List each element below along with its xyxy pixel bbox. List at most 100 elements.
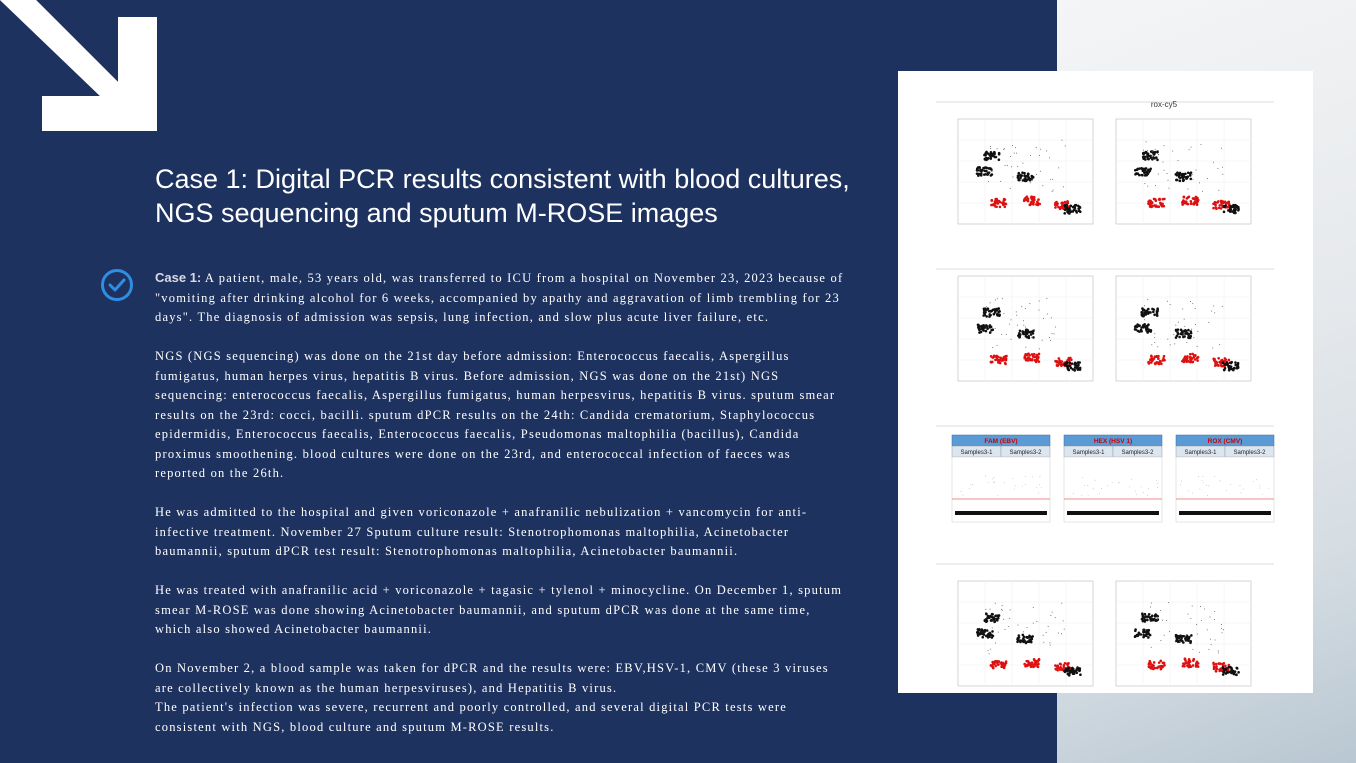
droplet	[1156, 361, 1160, 365]
droplet	[1028, 639, 1031, 643]
negative-band	[955, 511, 1047, 515]
droplet	[1046, 297, 1048, 299]
droplet	[1195, 169, 1197, 171]
droplet	[1023, 662, 1026, 666]
droplet	[1067, 207, 1071, 211]
droplet	[1196, 355, 1200, 359]
droplet	[1025, 484, 1027, 486]
droplet	[1194, 665, 1198, 668]
droplet	[1076, 361, 1080, 364]
droplet	[984, 329, 988, 333]
droplet	[1243, 488, 1245, 490]
droplet	[1158, 361, 1162, 365]
droplet	[981, 632, 984, 636]
droplet	[1154, 619, 1158, 622]
droplet	[1030, 358, 1034, 362]
slide-title: Case 1: Digital PCR results consistent w…	[155, 164, 850, 228]
droplet	[993, 155, 996, 159]
droplet	[984, 620, 988, 624]
droplet	[1024, 174, 1027, 178]
droplet	[982, 166, 985, 170]
droplet	[976, 168, 980, 172]
droplet	[1035, 147, 1037, 149]
droplet	[1184, 661, 1188, 665]
droplet	[988, 653, 990, 655]
droplet	[1240, 492, 1242, 494]
droplet	[993, 482, 994, 483]
droplet	[1157, 354, 1160, 358]
droplet	[1081, 494, 1083, 496]
droplet	[1149, 661, 1152, 665]
droplet	[1180, 201, 1184, 204]
droplet	[1135, 490, 1137, 492]
droplet	[996, 311, 998, 313]
droplet	[1236, 365, 1240, 368]
droplet	[1157, 357, 1160, 361]
droplet	[1022, 332, 1025, 336]
droplet	[994, 664, 997, 668]
droplet	[1034, 360, 1038, 364]
droplet	[1193, 337, 1195, 339]
droplet	[1054, 203, 1057, 207]
droplet	[1203, 608, 1205, 610]
droplet	[1036, 665, 1040, 669]
droplet	[1212, 661, 1215, 665]
droplet	[1001, 298, 1003, 300]
droplet	[1142, 324, 1145, 328]
droplet	[1221, 364, 1225, 368]
droplet	[991, 666, 995, 670]
droplet	[1174, 641, 1176, 643]
droplet	[1003, 205, 1007, 209]
droplet	[1145, 173, 1147, 175]
droplet	[1012, 145, 1014, 147]
droplet	[1223, 357, 1227, 360]
droplet	[1057, 205, 1060, 209]
droplet	[1180, 639, 1184, 643]
droplet	[1156, 205, 1159, 208]
droplet	[1189, 360, 1192, 364]
paragraph: On November 2, a blood sample was taken …	[155, 659, 845, 698]
droplet	[1217, 168, 1219, 170]
droplet	[1140, 617, 1144, 621]
droplet	[1030, 637, 1034, 641]
droplet	[1073, 363, 1076, 366]
droplet	[985, 166, 989, 170]
droplet	[1192, 492, 1194, 494]
droplet	[983, 158, 987, 161]
droplet	[1107, 485, 1109, 487]
droplet	[1025, 346, 1027, 348]
droplet	[1029, 302, 1031, 304]
droplet	[1077, 363, 1080, 367]
droplet	[1199, 488, 1201, 490]
arrow-icon	[0, 0, 157, 131]
droplet	[1037, 492, 1039, 494]
droplet	[1043, 641, 1045, 643]
dpcr-figure: rox-cy5 FAM (EBV) Samples3-1 Samples3-2 HEX …	[898, 71, 1313, 693]
droplet	[1076, 366, 1079, 370]
droplet	[1111, 482, 1113, 484]
droplet	[1215, 363, 1219, 367]
droplet	[1160, 610, 1162, 612]
droplet	[1181, 176, 1185, 180]
droplet	[993, 661, 996, 664]
droplet	[1186, 171, 1190, 175]
droplet	[1038, 348, 1040, 350]
droplet	[1050, 317, 1052, 319]
droplet	[1154, 336, 1156, 338]
droplet	[999, 356, 1002, 360]
droplet	[1028, 354, 1031, 357]
droplet	[1052, 178, 1054, 180]
droplet	[1129, 486, 1130, 488]
droplet	[1195, 202, 1199, 205]
droplet	[1058, 662, 1062, 666]
droplet	[1185, 202, 1188, 205]
droplet	[1032, 195, 1036, 199]
droplet	[1191, 352, 1194, 356]
droplet	[1048, 337, 1050, 339]
droplet	[1188, 149, 1190, 151]
droplet	[1226, 362, 1229, 365]
droplet	[998, 205, 1002, 209]
droplet	[1141, 619, 1145, 623]
droplet	[1003, 148, 1005, 150]
